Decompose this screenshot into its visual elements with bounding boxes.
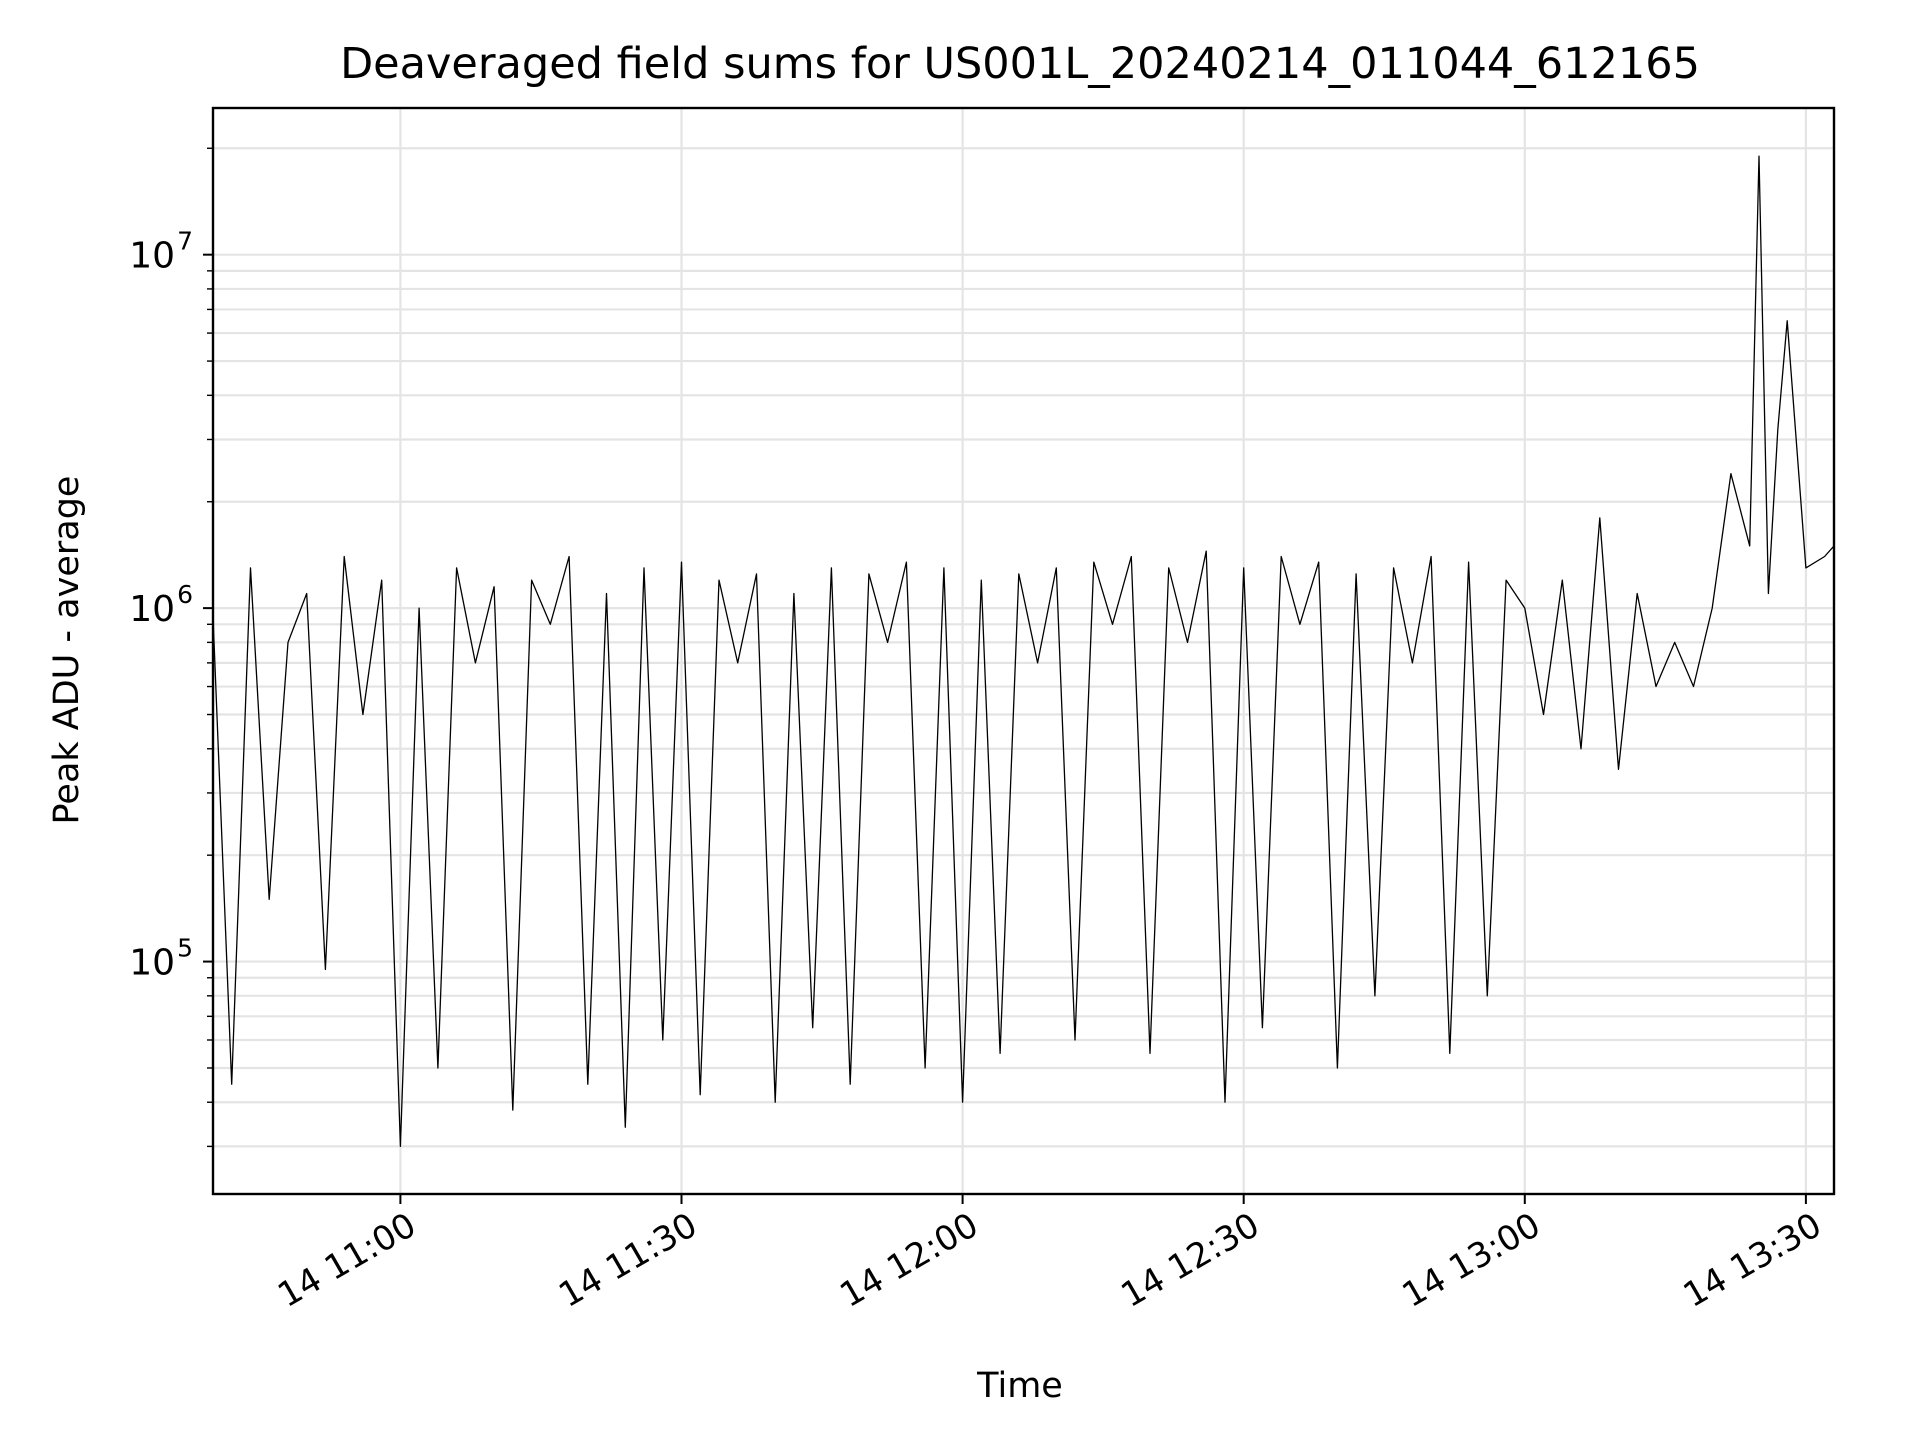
- y-tick-exponent: 5: [177, 934, 193, 963]
- plot-frame: [211, 106, 1836, 1196]
- y-tick-exponent: 6: [177, 580, 193, 609]
- series-layer: [212, 155, 1835, 1148]
- y-axis-label: Peak ADU - average: [47, 476, 87, 825]
- x-axis-label: Time: [976, 1366, 1063, 1406]
- y-tick-exponent: 7: [177, 227, 193, 256]
- grid-lines: [203, 108, 1834, 1194]
- chart-title: Deaveraged field sums for US001L_2024021…: [340, 39, 1700, 89]
- series-line: [212, 155, 1835, 1148]
